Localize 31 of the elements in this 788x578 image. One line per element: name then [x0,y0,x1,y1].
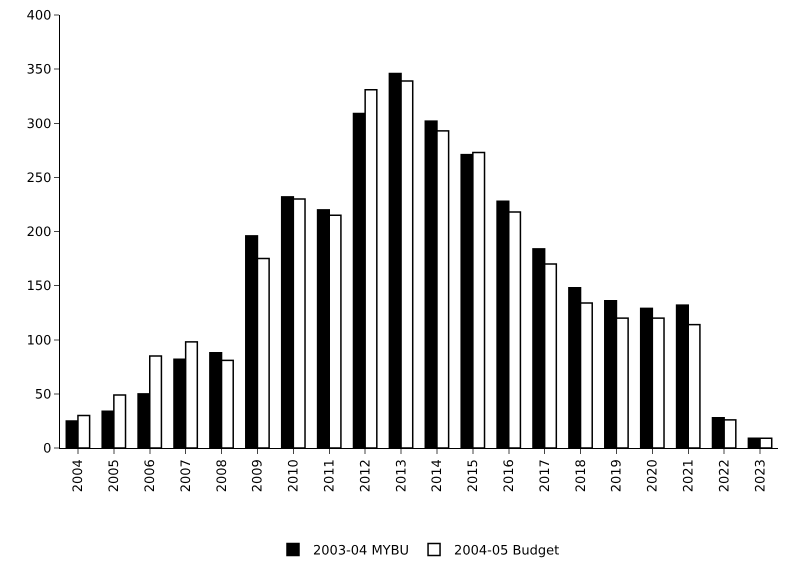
x-tick-label: 2010 [286,459,302,492]
legend-label: 2003-04 MYBU [313,544,410,559]
y-tick-label: 300 [26,116,52,132]
x-tick-label: 2005 [107,459,122,492]
x-tick-label: 2021 [681,459,696,492]
y-tick-label: 200 [26,225,52,240]
x-tick-label: 2023 [753,459,768,492]
x-tick-label: 2014 [430,459,446,492]
x-tick-label: 2016 [502,459,517,492]
x-tick-label: 2007 [178,459,194,492]
x-tick-label: 2008 [214,459,230,492]
x-tick-label: 2018 [574,459,589,492]
legend-label: 2004-05 Budget [454,544,560,559]
y-tick-label: 250 [26,170,52,186]
y-tick-label: 350 [26,62,52,78]
x-tick-label: 2012 [358,459,374,492]
x-tick-label: 2006 [142,459,158,492]
x-tick-label: 2019 [610,459,625,492]
x-tick-label: 2009 [250,459,266,492]
x-tick-label: 2013 [394,459,410,492]
x-tick-label: 2011 [322,459,338,492]
x-tick-label: 2020 [646,459,661,492]
x-tick-label: 2022 [717,459,732,492]
y-tick-label: 100 [26,333,52,348]
y-tick-label: 400 [26,8,52,24]
y-tick-label: 0 [43,442,52,457]
x-tick-label: 2004 [71,459,86,492]
x-tick-label: 2017 [538,459,553,492]
y-tick-label: 50 [34,387,52,402]
y-tick-label: 150 [26,279,52,294]
x-tick-label: 2015 [466,459,482,492]
